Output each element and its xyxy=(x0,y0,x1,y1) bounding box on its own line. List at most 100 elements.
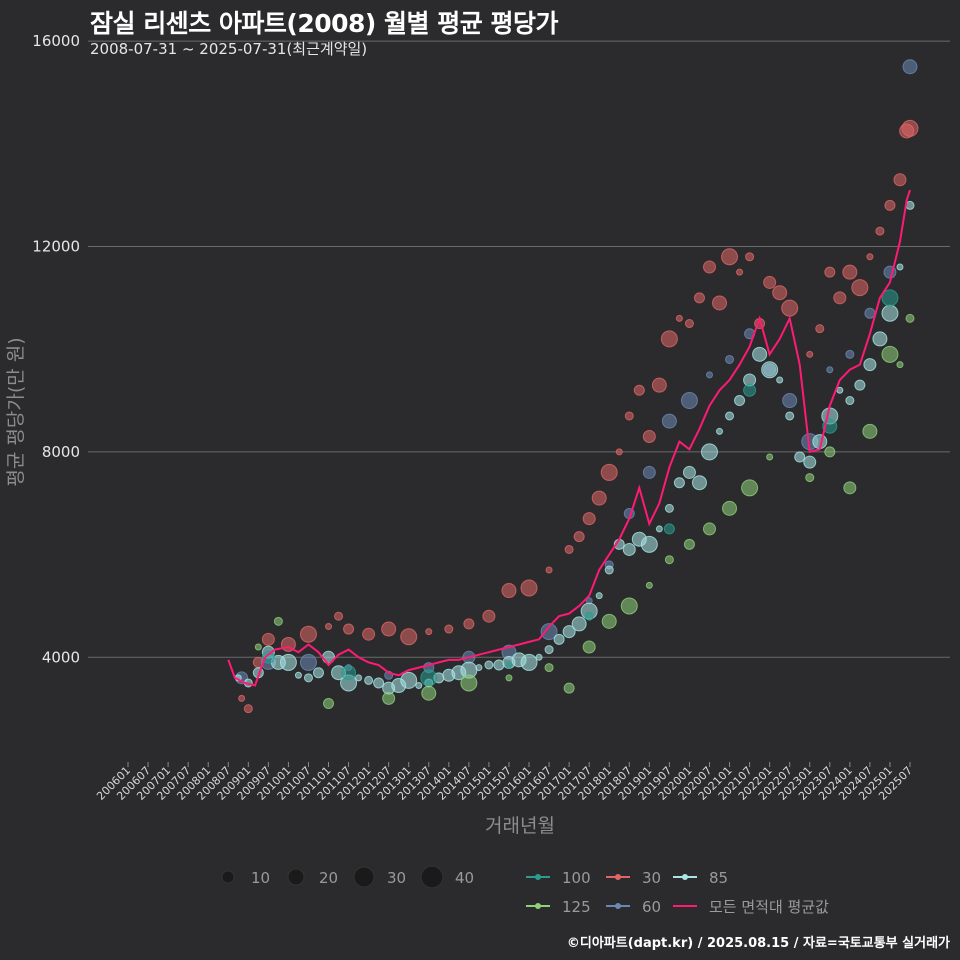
point-85 xyxy=(604,565,614,575)
point-60 xyxy=(661,413,677,429)
point-60 xyxy=(782,393,798,409)
size-legend-label: 40 xyxy=(455,869,474,887)
point-30 xyxy=(721,248,739,266)
point-85 xyxy=(794,451,806,463)
point-30 xyxy=(334,611,344,621)
point-30 xyxy=(591,490,607,506)
point-30 xyxy=(642,429,656,443)
point-30 xyxy=(875,226,885,236)
size-legend-dot xyxy=(221,870,235,884)
legend-key-dot xyxy=(535,903,541,909)
point-125 xyxy=(460,674,478,692)
point-60 xyxy=(902,59,918,75)
point-125 xyxy=(896,361,904,369)
point-30 xyxy=(582,512,596,526)
point-30 xyxy=(824,266,836,278)
point-30 xyxy=(866,253,874,261)
point-85 xyxy=(640,535,658,553)
point-30 xyxy=(381,621,397,637)
point-100 xyxy=(505,661,513,669)
point-30 xyxy=(463,618,475,630)
point-85 xyxy=(544,645,554,655)
mean-line xyxy=(227,189,911,687)
point-85 xyxy=(776,376,784,384)
chart-title: 잠실 리센츠 아파트(2008) 월별 평균 평당가 xyxy=(90,9,558,38)
point-60 xyxy=(299,653,317,671)
point-85 xyxy=(493,659,505,671)
point-60 xyxy=(864,307,876,319)
legend-key-dot xyxy=(615,874,621,880)
point-85 xyxy=(691,475,707,491)
point-100 xyxy=(420,669,438,687)
point-60 xyxy=(680,392,698,410)
point-125 xyxy=(645,581,653,589)
point-85 xyxy=(700,443,718,461)
point-100 xyxy=(341,665,357,681)
point-125 xyxy=(620,597,638,615)
point-85 xyxy=(845,396,855,406)
point-100 xyxy=(743,383,757,397)
point-85 xyxy=(279,653,297,671)
point-30 xyxy=(545,566,553,574)
grid-lines xyxy=(88,40,950,658)
legend-key-dot xyxy=(615,903,621,909)
point-125 xyxy=(881,345,899,363)
point-60 xyxy=(826,366,834,374)
legend-label: 100 xyxy=(562,869,591,887)
point-30 xyxy=(772,285,788,301)
point-85 xyxy=(725,411,735,421)
point-125 xyxy=(382,691,396,705)
point-30 xyxy=(842,264,858,280)
point-30 xyxy=(651,377,667,393)
point-125 xyxy=(664,555,674,565)
point-30 xyxy=(564,544,574,554)
y-axis-title: 평균 평당가(만 원) xyxy=(5,337,27,486)
point-100 xyxy=(881,289,899,307)
source-credit: ©디아파트(dapt.kr) / 2025.08.15 / 자료=국토교통부 실… xyxy=(566,936,950,951)
data-points xyxy=(234,59,919,714)
y-tick-label: 12000 xyxy=(32,237,80,255)
legend-label: 30 xyxy=(642,869,661,887)
point-30 xyxy=(362,627,376,641)
point-85 xyxy=(761,361,779,379)
point-85 xyxy=(562,625,576,639)
point-85 xyxy=(881,304,899,322)
point-30 xyxy=(745,252,755,262)
point-60 xyxy=(725,354,735,364)
point-125 xyxy=(582,640,596,654)
point-30 xyxy=(660,330,678,348)
point-85 xyxy=(682,465,696,479)
point-125 xyxy=(563,682,575,694)
point-125 xyxy=(505,674,513,682)
point-30 xyxy=(238,694,246,702)
point-85 xyxy=(752,346,768,362)
point-85 xyxy=(595,592,603,600)
point-30 xyxy=(482,609,496,623)
point-30 xyxy=(712,295,728,311)
point-30 xyxy=(806,350,814,358)
color-legend: 100 30 85 125 60 모든 면적대 평균값 xyxy=(526,869,829,916)
point-85 xyxy=(400,671,418,689)
point-125 xyxy=(862,423,878,439)
y-tick-label: 8000 xyxy=(42,443,80,461)
point-85 xyxy=(373,677,385,689)
point-30 xyxy=(781,299,799,317)
point-125 xyxy=(805,473,815,483)
point-30 xyxy=(444,624,454,634)
point-85 xyxy=(303,673,313,683)
size-legend-dot xyxy=(353,866,375,888)
point-100 xyxy=(663,523,675,535)
point-85 xyxy=(872,331,888,347)
point-30 xyxy=(400,628,418,646)
point-85 xyxy=(294,671,302,679)
point-125 xyxy=(722,500,738,516)
point-30 xyxy=(684,319,694,329)
point-30 xyxy=(736,268,744,276)
point-125 xyxy=(741,479,759,497)
y-tick-labels: 4000 8000 12000 16000 xyxy=(32,32,80,666)
legend-key-dot xyxy=(535,874,541,880)
point-85 xyxy=(520,653,538,671)
point-30 xyxy=(425,628,433,636)
point-60 xyxy=(845,349,855,359)
point-30 xyxy=(299,625,317,643)
